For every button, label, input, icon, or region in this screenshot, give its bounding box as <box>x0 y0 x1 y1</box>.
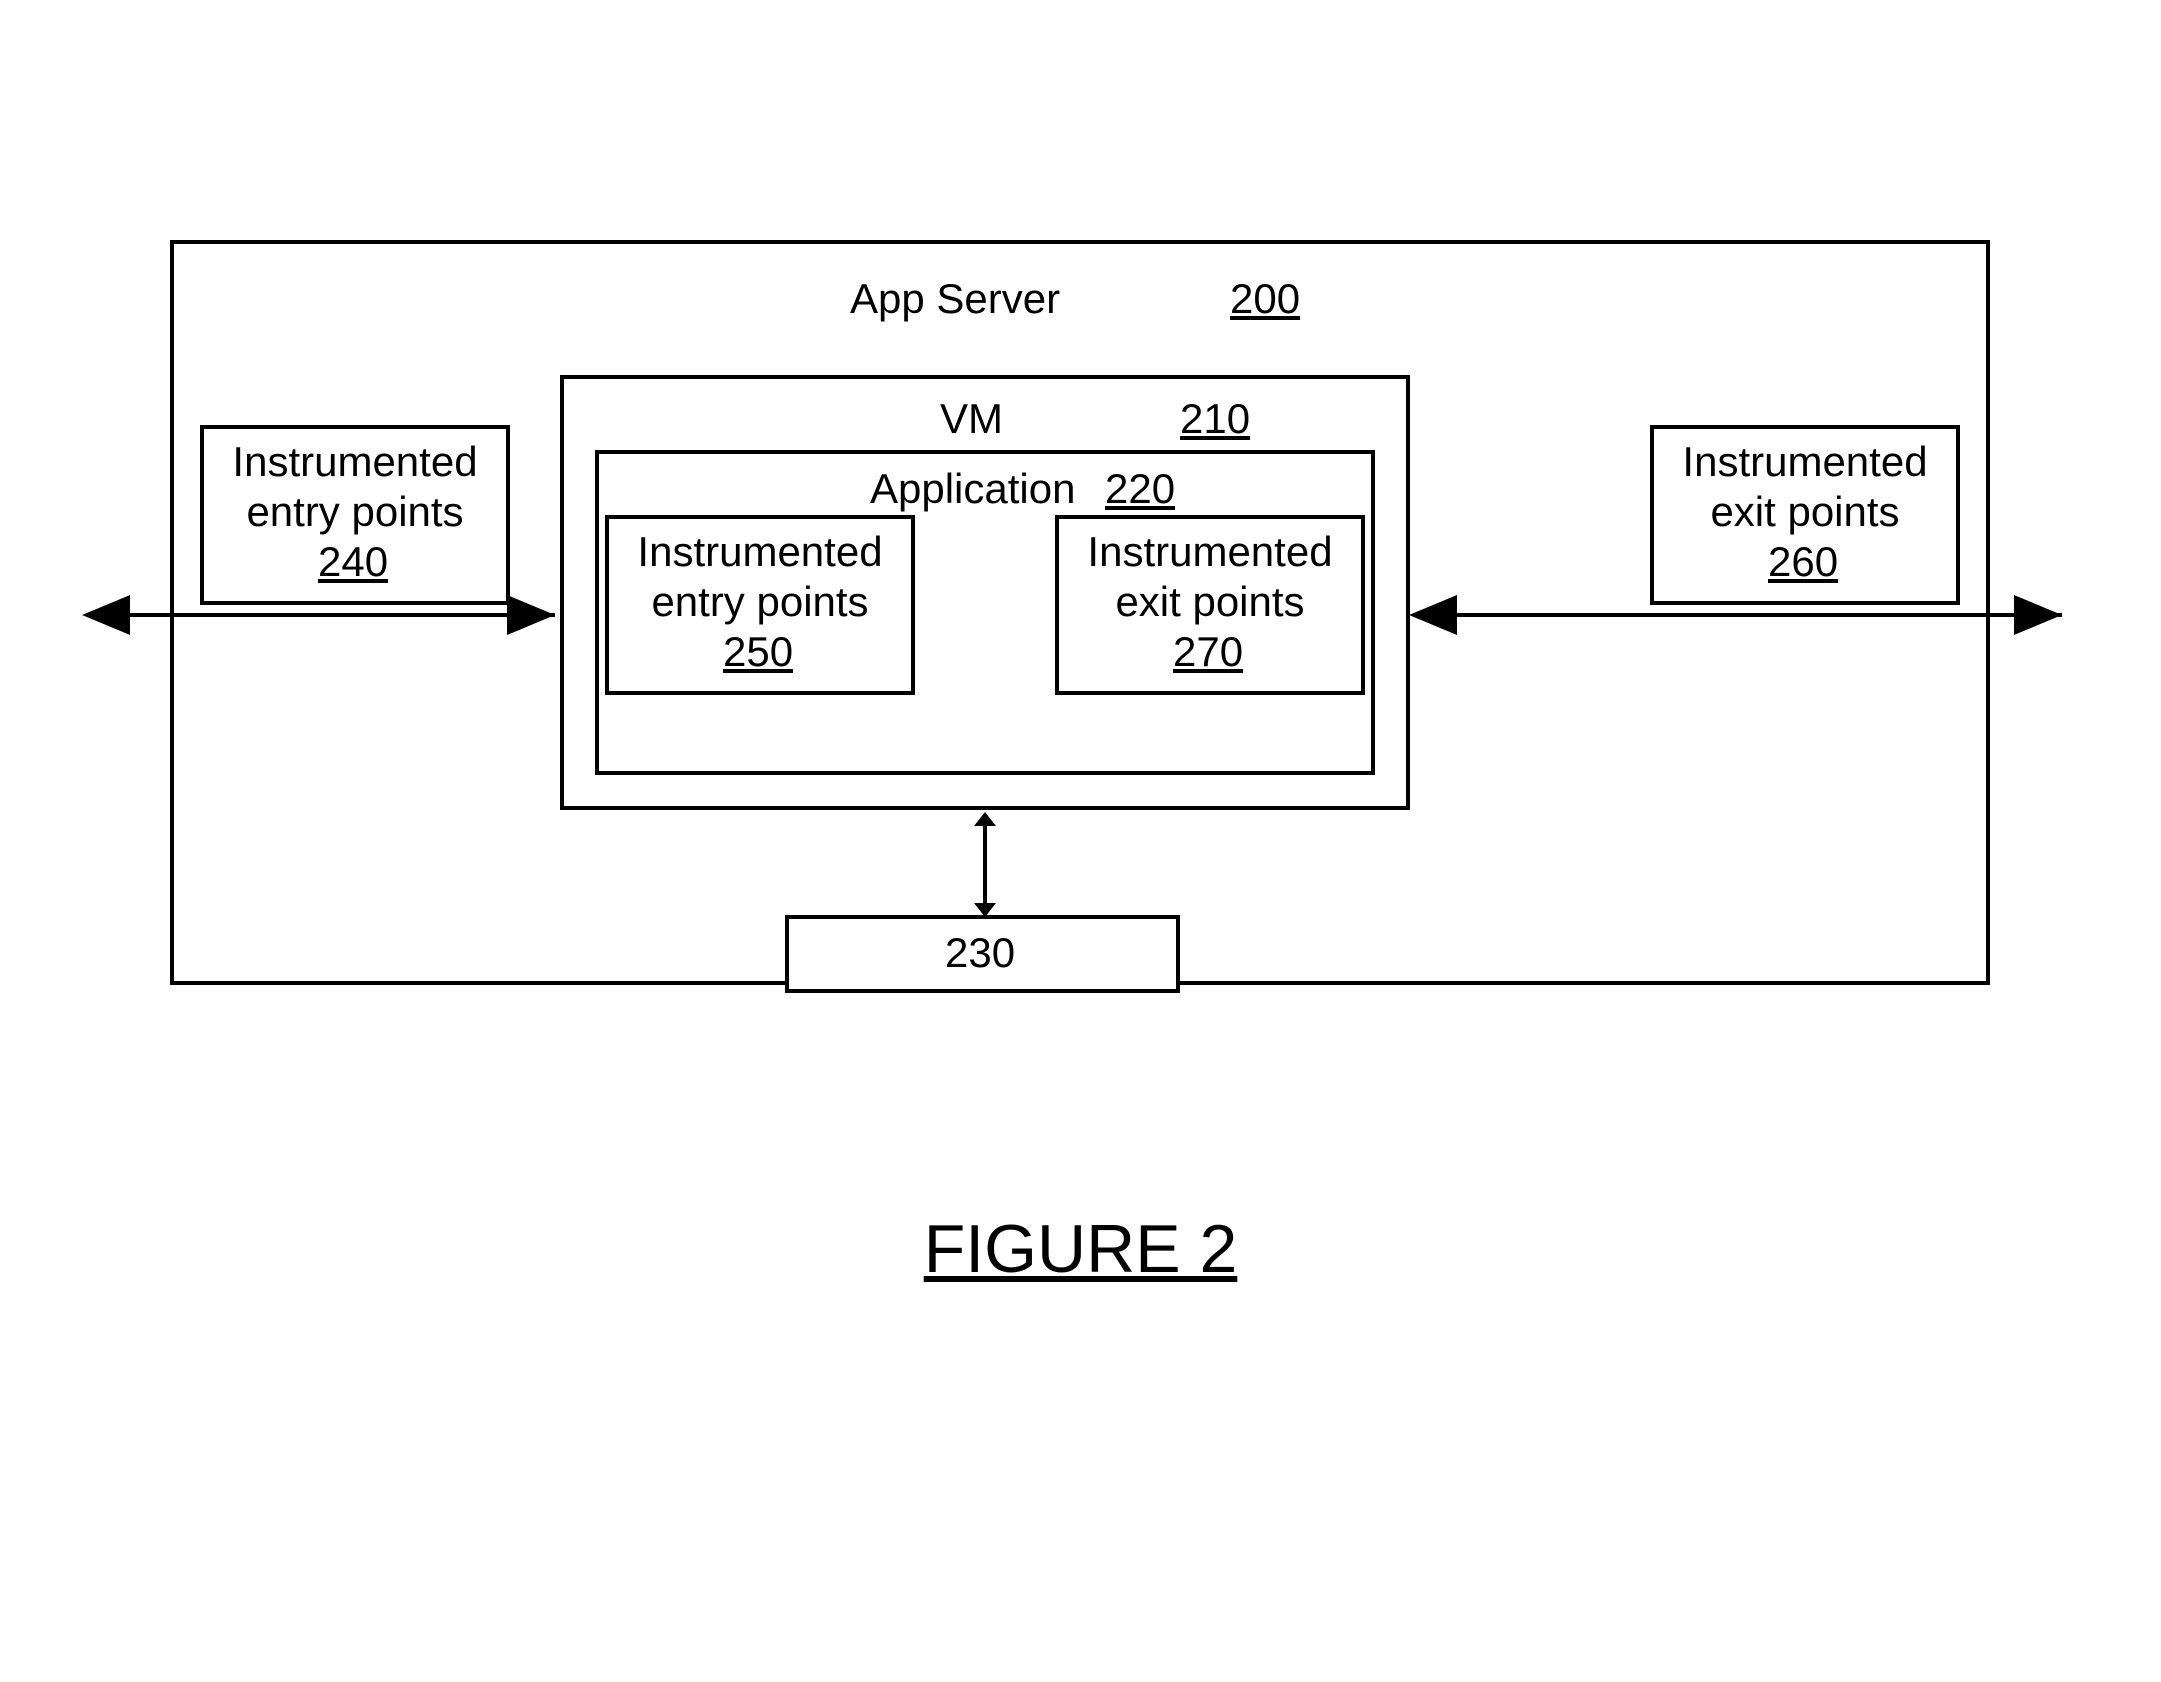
exit-outer-line1: Instrumented <box>1675 438 1935 486</box>
entry-outer-line2: entry points <box>225 488 485 536</box>
bottom-ref: 230 <box>945 929 1015 977</box>
exit-inner-ref: 270 <box>1173 628 1243 676</box>
right-arrow <box>1412 600 2072 630</box>
figure-title: FIGURE 2 <box>924 1210 1238 1288</box>
entry-inner-line1: Instrumented <box>630 528 890 576</box>
application-ref: 220 <box>1105 465 1175 513</box>
left-arrow <box>85 600 565 630</box>
vertical-arrow <box>970 812 1000 917</box>
app-server-ref: 200 <box>1230 275 1300 323</box>
exit-outer-ref: 260 <box>1768 538 1838 586</box>
diagram-container: App Server 200 VM 210 Application 220 In… <box>170 180 1990 1030</box>
vm-ref: 210 <box>1180 395 1250 443</box>
application-label: Application <box>870 465 1075 513</box>
entry-inner-ref: 250 <box>723 628 793 676</box>
exit-inner-line2: exit points <box>1080 578 1340 626</box>
exit-outer-line2: exit points <box>1675 488 1935 536</box>
entry-outer-line1: Instrumented <box>225 438 485 486</box>
exit-inner-line1: Instrumented <box>1080 528 1340 576</box>
entry-outer-ref: 240 <box>318 538 388 586</box>
app-server-label: App Server <box>850 275 1060 323</box>
entry-inner-line2: entry points <box>630 578 890 626</box>
vm-label: VM <box>940 395 1003 443</box>
